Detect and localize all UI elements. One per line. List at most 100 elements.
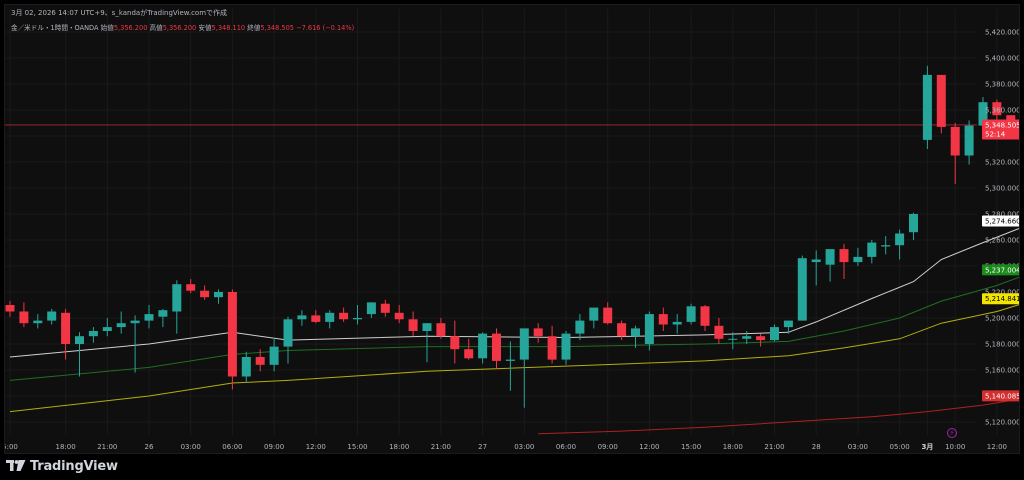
candle [797, 255, 807, 321]
candle [311, 310, 321, 324]
candle-body [533, 328, 543, 337]
time-tick-label: 15:00 [681, 443, 701, 451]
candle [478, 332, 488, 364]
candle [436, 318, 446, 339]
chart-panel[interactable]: 5,420.000 5,400.000 5,380.000 5,360.000 5,34… [4, 4, 1020, 454]
candle [881, 236, 891, 255]
price-label-bg [982, 264, 1019, 276]
candle-body [936, 74, 946, 127]
tradingview-logo: TradingView [6, 456, 118, 476]
time-tick-label: 21:00 [97, 443, 117, 451]
candle [672, 314, 682, 334]
candle-body [964, 125, 974, 156]
candle [700, 305, 710, 331]
candle [825, 249, 835, 282]
candle [714, 318, 724, 344]
candle-body [408, 319, 418, 331]
candle-body [922, 74, 932, 140]
time-tick-label: 12:00 [306, 443, 326, 451]
time-tick-label: 12:00 [987, 443, 1007, 451]
candle-body [589, 307, 599, 321]
candle [380, 299, 390, 317]
candle-body [853, 256, 863, 263]
candle-body [895, 233, 905, 246]
candle-body [728, 338, 738, 340]
candle [75, 332, 84, 377]
high-label: 高値 [149, 24, 163, 32]
candle [116, 311, 126, 334]
time-tick-label: 5:00 [5, 443, 18, 451]
candle-body [658, 314, 668, 325]
time-tick-label: 10:00 [945, 443, 965, 451]
candle [88, 327, 98, 343]
candle [214, 289, 223, 304]
candle-body [881, 245, 891, 247]
time-tick-label: 03:00 [181, 443, 201, 451]
candle-body [255, 357, 265, 365]
price-tick-label: 5,120.000 [985, 419, 1020, 427]
candle [533, 323, 543, 343]
candle-body [325, 312, 335, 322]
time-tick-label: 18:00 [723, 443, 743, 451]
candle-body [200, 290, 210, 298]
time-tick-label: 15:00 [347, 443, 367, 451]
time-tick-label: 03:00 [514, 443, 534, 451]
price-tick-label: 5,200.000 [985, 315, 1020, 323]
candle [658, 307, 668, 331]
open-value: 5,356.200 [113, 24, 148, 32]
candles [5, 65, 1016, 408]
candle [936, 74, 946, 134]
candlestick-chart[interactable]: 5,420.000 5,400.000 5,380.000 5,360.000 5,34… [5, 5, 1020, 454]
candle-body [839, 249, 849, 263]
candle-body [366, 302, 376, 315]
price-tick-label: 5,420.000 [985, 29, 1020, 37]
candle-body [992, 102, 1002, 116]
price-tick-label: 5,280.000 [985, 211, 1020, 219]
tradingview-logo-icon [6, 460, 26, 471]
price-tick-label: 5,220.000 [985, 289, 1020, 297]
candle-body [464, 349, 474, 359]
candle-body [700, 306, 710, 326]
candle-body [144, 314, 154, 321]
candle [255, 349, 265, 372]
candle [867, 240, 877, 264]
time-tick-label: 12:00 [639, 443, 659, 451]
price-tick-label: 5,360.000 [985, 107, 1020, 115]
candle [325, 310, 335, 329]
candle-body [644, 314, 654, 344]
moving-average-line [538, 398, 1019, 435]
candle [47, 308, 57, 325]
candle-body [797, 258, 807, 321]
price-tick-label: 5,160.000 [985, 367, 1020, 375]
candle [589, 307, 599, 329]
candle-body [950, 126, 960, 156]
time-tick-label: 28 [812, 443, 821, 451]
price-tick-label: 5,260.000 [985, 237, 1020, 245]
candle-body [297, 315, 307, 320]
candle [895, 229, 905, 260]
symbol-name[interactable]: 金／米ドル・1時間・OANDA [11, 24, 99, 32]
candle-body [47, 311, 57, 321]
candle [853, 247, 863, 266]
candle [241, 351, 251, 383]
symbol-legend[interactable]: 金／米ドル・1時間・OANDA 始値5,356.200 高値5,356.200 … [11, 22, 354, 32]
candle-body [283, 319, 293, 347]
candle [158, 308, 168, 328]
price-tick-label: 5,300.000 [985, 185, 1020, 193]
price-label: 5,140.085 [982, 390, 1019, 402]
candle-body [631, 328, 640, 337]
candle-body [811, 259, 821, 263]
lightning-icon[interactable]: ⚡ [947, 428, 957, 438]
candle [492, 328, 501, 369]
candle [839, 243, 849, 279]
candle [686, 303, 696, 325]
price-label-bg [982, 119, 1019, 140]
price-tick-label: 5,380.000 [985, 81, 1020, 89]
candle [422, 323, 432, 363]
time-tick-label: 03:00 [848, 443, 868, 451]
candle-body [353, 318, 362, 320]
candle [450, 320, 460, 364]
candle [269, 337, 279, 372]
candle [61, 308, 71, 360]
